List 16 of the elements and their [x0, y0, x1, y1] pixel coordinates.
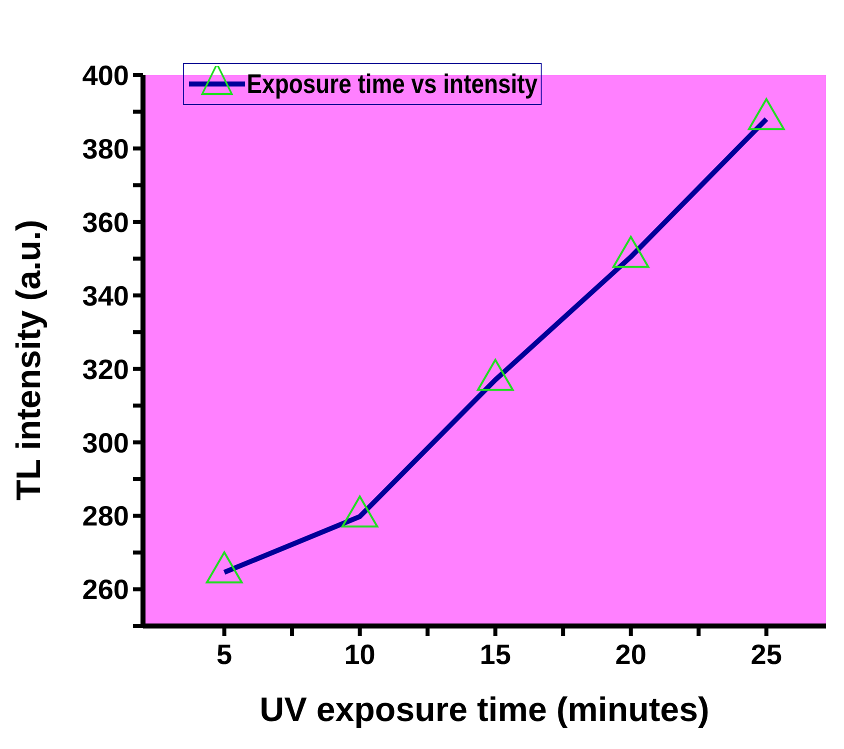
x-tick-label: 10: [344, 638, 376, 670]
x-tick-label: 15: [480, 638, 511, 670]
y-tick-label: 400: [82, 60, 129, 91]
y-tick-label: 320: [82, 354, 129, 385]
legend-label: Exposure time vs intensity: [246, 68, 538, 100]
x-axis-title: UV exposure time (minutes): [260, 691, 710, 729]
y-tick-label: 300: [82, 427, 129, 458]
x-tick-label: 25: [750, 638, 782, 670]
y-tick-label: 260: [82, 574, 129, 606]
y-tick-label: 360: [82, 206, 129, 238]
x-tick-label: 5: [216, 638, 232, 670]
y-axis-title: TL intensity (a.u.): [10, 220, 48, 500]
x-tick-label: 20: [615, 638, 646, 670]
y-tick-label: 340: [82, 280, 129, 312]
y-tick-label: 380: [82, 133, 129, 164]
y-tick-label: 280: [82, 500, 129, 532]
